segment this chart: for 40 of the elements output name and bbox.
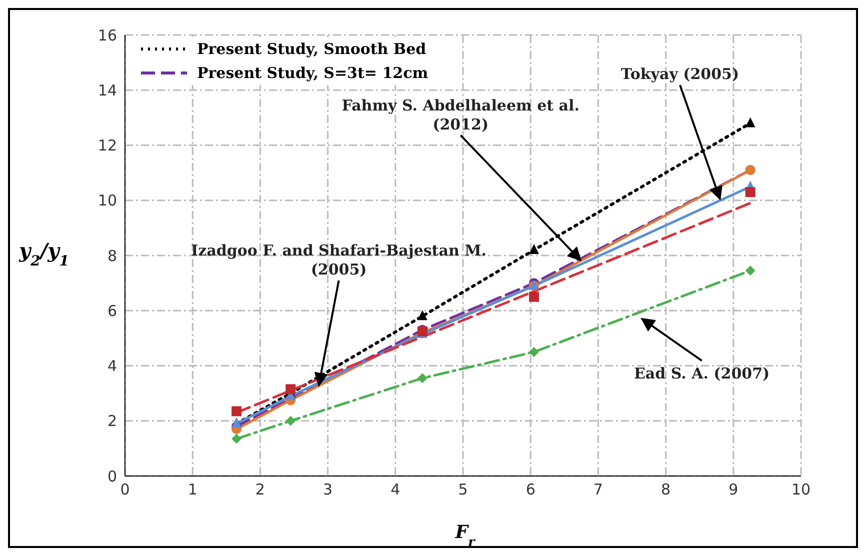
y-tick-label: 12 xyxy=(98,136,117,155)
point xyxy=(745,117,756,128)
point xyxy=(232,406,242,416)
point xyxy=(286,416,296,426)
point xyxy=(528,292,539,302)
x-tick-label: 3 xyxy=(323,480,333,499)
y-tick-label: 0 xyxy=(107,467,117,486)
x-axis-title: F$_{r}$ xyxy=(454,522,476,548)
x-tick-label: 5 xyxy=(458,480,468,499)
x-tick-label: 1 xyxy=(188,480,198,499)
point xyxy=(417,310,428,320)
point xyxy=(232,434,242,444)
x-tick-label: 10 xyxy=(791,480,811,499)
y-axis-title: y$_{2}$/y$_{1}$ xyxy=(18,238,70,270)
x-tick-label: 4 xyxy=(390,480,400,499)
x-tick-label: 9 xyxy=(728,480,738,499)
point xyxy=(745,187,756,198)
annotation: Izadgoo F. and Shafari-Bajestan M. (2005) xyxy=(191,241,486,278)
legend-label: Present Study, S=3t= 12cm xyxy=(197,64,428,82)
x-tick-label: 8 xyxy=(661,480,671,499)
y-tick-label: 14 xyxy=(98,81,117,100)
annotation: Tokyay (2005) xyxy=(620,65,740,84)
point xyxy=(745,266,756,276)
point xyxy=(417,373,428,384)
point xyxy=(286,384,296,394)
x-tick-label: 6 xyxy=(526,480,536,499)
x-tick-label: 0 xyxy=(120,480,130,499)
point xyxy=(528,346,539,357)
y-tick-label: 6 xyxy=(107,302,117,320)
point xyxy=(528,244,539,254)
y-tick-label: 2 xyxy=(107,412,117,430)
legend-label: Present Study, Smooth Bed xyxy=(197,40,426,58)
annotation: Fahmy S. Abdelhaleem et al. (2012) xyxy=(342,96,580,134)
y-tick-label: 10 xyxy=(98,192,117,210)
x-tick-label: 7 xyxy=(593,480,603,499)
annotation: Ead S. A. (2007) xyxy=(634,364,770,383)
y-tick-label: 4 xyxy=(107,357,117,376)
y-tick-label: 16 xyxy=(98,26,117,44)
y-tick-label: 8 xyxy=(107,246,117,265)
x-tick-label: 2 xyxy=(255,480,265,499)
